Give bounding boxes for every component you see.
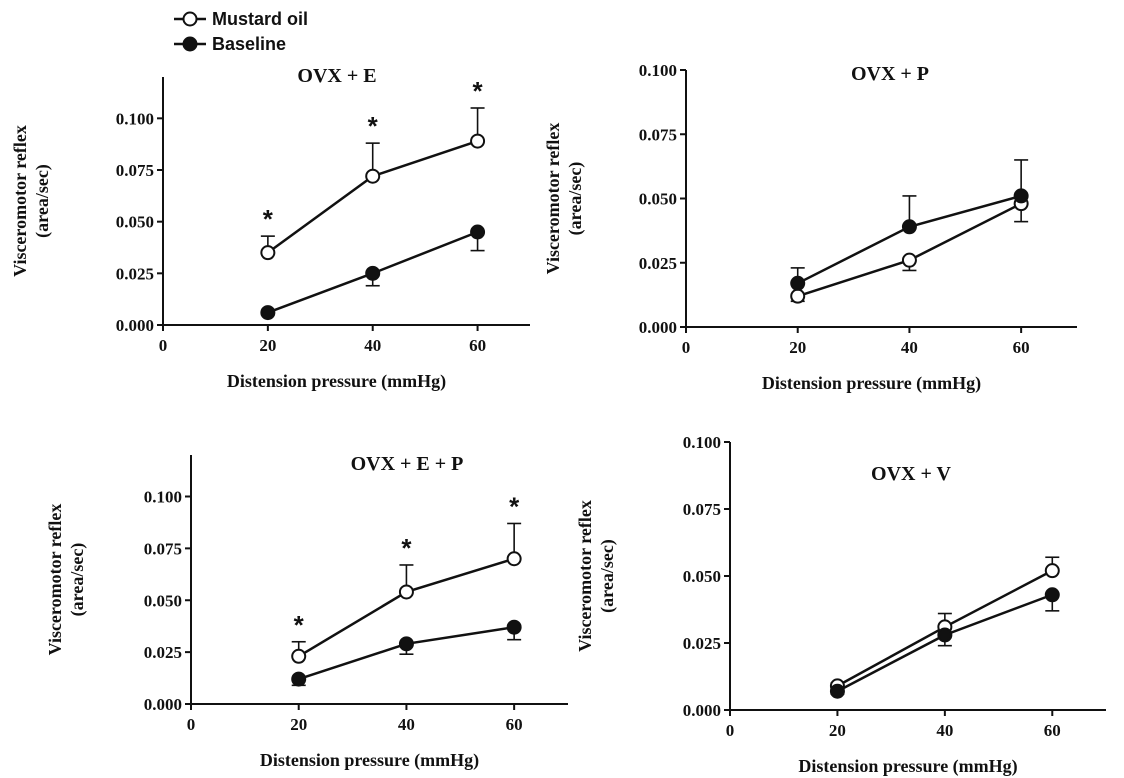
panel-4: 0.000 0.025 0.050 0.075 0.100 0 20 40 60 Distensi…: [575, 433, 1106, 777]
panel-title: OVX + E: [297, 65, 376, 87]
y-tick-label: 0.100: [639, 61, 677, 80]
panel-title: OVX + P: [851, 63, 929, 85]
data-point-baseline: [903, 220, 916, 233]
significance-star: *: [509, 491, 520, 521]
x-tick-label: 60: [1044, 721, 1061, 740]
y-axis-title: Visceromotor reflex: [45, 504, 65, 656]
data-point-baseline: [366, 267, 379, 280]
legend-marker-mustard-oil: [184, 13, 197, 26]
data-point-baseline: [261, 306, 274, 319]
x-tick-label: 20: [259, 336, 276, 355]
y-tick-label: 0.075: [683, 500, 721, 519]
x-tick-label: 0: [159, 336, 168, 355]
legend-label-mustard-oil: Mustard oil: [212, 9, 308, 29]
y-tick-label: 0.075: [639, 125, 677, 144]
y-tick-label: 0.025: [116, 264, 154, 283]
legend-item-mustard-oil: Mustard oil: [174, 9, 308, 29]
panel-1: 0.000 0.025 0.050 0.075 0.100 0 20 40 60 Distensi…: [10, 65, 530, 392]
y-tick-label: 0.000: [683, 701, 721, 720]
significance-star: *: [473, 76, 484, 106]
data-point-mustard-oil: [292, 650, 305, 663]
x-tick-label: 20: [290, 715, 307, 734]
legend-label-baseline: Baseline: [212, 34, 286, 54]
y-axis-title: Visceromotor reflex: [10, 125, 30, 277]
data-point-baseline: [508, 621, 521, 634]
y-tick-label: 0.000: [639, 318, 677, 337]
significance-star: *: [263, 204, 274, 234]
panel-title: OVX + V: [871, 463, 951, 485]
significance-star: *: [401, 533, 412, 563]
data-point-mustard-oil: [366, 170, 379, 183]
x-tick-label: 20: [789, 338, 806, 357]
y-axis-subtitle: (area/sec): [32, 164, 53, 238]
y-tick-label: 0.025: [144, 643, 182, 662]
data-point-mustard-oil: [400, 585, 413, 598]
y-tick-label: 0.100: [144, 488, 182, 507]
series-baseline: [830, 595, 1059, 694]
x-tick-label: 60: [1013, 338, 1030, 357]
x-tick-label: 20: [829, 721, 846, 740]
legend-marker-baseline: [184, 38, 197, 51]
y-tick-label: 0.000: [116, 316, 154, 335]
x-axis-title: Distension pressure (mmHg): [762, 373, 981, 394]
data-point-baseline: [471, 226, 484, 239]
data-point-baseline: [791, 277, 804, 290]
x-tick-label: 60: [506, 715, 523, 734]
data-point-baseline: [1015, 189, 1028, 202]
y-axis-title: Visceromotor reflex: [543, 123, 563, 275]
x-tick-label: 40: [364, 336, 381, 355]
y-tick-label: 0.025: [683, 634, 721, 653]
data-point-mustard-oil: [508, 552, 521, 565]
data-point-mustard-oil: [261, 246, 274, 259]
significance-star: *: [368, 111, 379, 141]
legend: Mustard oil Baseline: [174, 9, 308, 54]
x-tick-label: 0: [726, 721, 735, 740]
significance-star: *: [294, 610, 305, 640]
x-tick-label: 40: [398, 715, 415, 734]
y-tick-label: 0.075: [144, 539, 182, 558]
x-axis-title: Distension pressure (mmHg): [227, 371, 446, 392]
y-axis-subtitle: (area/sec): [565, 162, 586, 236]
y-axis-subtitle: (area/sec): [67, 543, 88, 617]
panel-3: 0.000 0.025 0.050 0.075 0.100 0 20 40 60 Distensi…: [45, 453, 568, 771]
y-tick-label: 0.100: [683, 433, 721, 452]
y-tick-label: 0.100: [116, 109, 154, 128]
y-axis-subtitle: (area/sec): [597, 539, 618, 613]
x-tick-label: 40: [901, 338, 918, 357]
y-tick-label: 0.050: [116, 213, 154, 232]
data-point-baseline: [938, 628, 951, 641]
data-point-baseline: [400, 637, 413, 650]
data-point-mustard-oil: [1046, 564, 1059, 577]
data-point-mustard-oil: [791, 290, 804, 303]
y-tick-label: 0.050: [639, 190, 677, 209]
x-axis-title: Distension pressure (mmHg): [260, 750, 479, 771]
data-point-baseline: [292, 673, 305, 686]
data-point-baseline: [1046, 588, 1059, 601]
legend-item-baseline: Baseline: [174, 34, 286, 54]
y-tick-label: 0.025: [639, 254, 677, 273]
y-tick-label: 0.050: [144, 591, 182, 610]
data-point-mustard-oil: [903, 254, 916, 267]
panel-title: OVX + E + P: [351, 453, 464, 475]
x-tick-label: 0: [187, 715, 196, 734]
y-tick-label: 0.050: [683, 567, 721, 586]
x-tick-label: 40: [936, 721, 953, 740]
data-point-mustard-oil: [471, 135, 484, 148]
panel-2: 0.000 0.025 0.050 0.075 0.100 0 20 40 60 Distensi…: [543, 61, 1077, 394]
y-axis-title: Visceromotor reflex: [575, 500, 595, 652]
series-baseline: [292, 627, 521, 685]
data-point-baseline: [831, 685, 844, 698]
y-tick-label: 0.000: [144, 695, 182, 714]
x-tick-label: 60: [469, 336, 486, 355]
y-tick-label: 0.075: [116, 161, 154, 180]
x-axis-title: Distension pressure (mmHg): [798, 756, 1017, 777]
x-tick-label: 0: [682, 338, 691, 357]
